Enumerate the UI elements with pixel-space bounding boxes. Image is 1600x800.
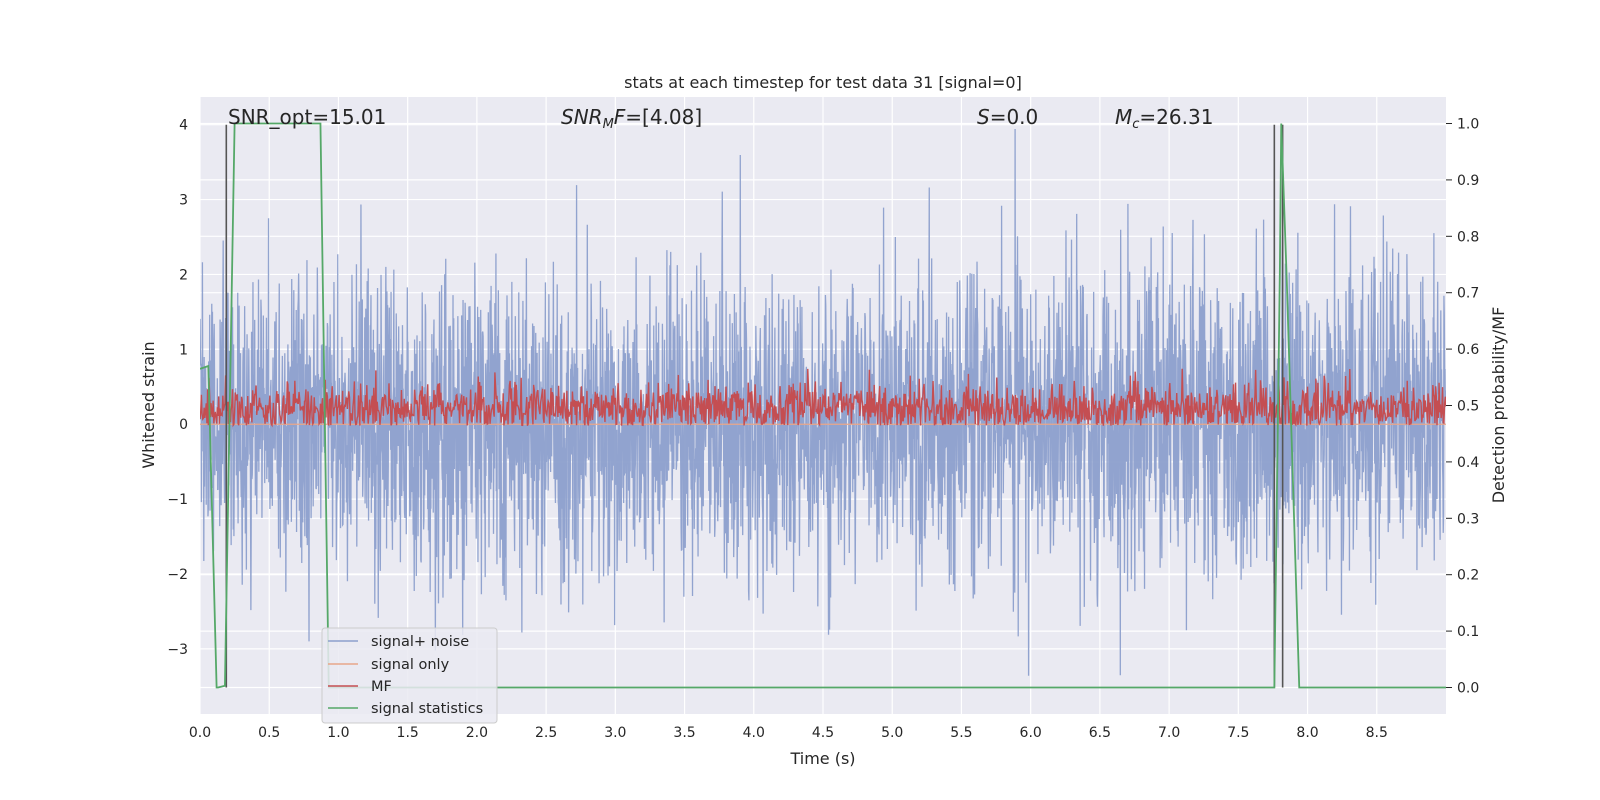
legend-frame xyxy=(321,627,498,724)
x-tick-label: 0.0 xyxy=(189,725,211,741)
y-right-tick-label: 0.3 xyxy=(1457,511,1479,527)
legend: signal+ noise signal only MF signal stat… xyxy=(321,627,498,724)
y-left-tick-label: 1 xyxy=(179,342,188,358)
y-right-tick-label: 0.2 xyxy=(1457,568,1479,584)
y-right-tick-label: 0.6 xyxy=(1457,342,1479,358)
y-left-tick-label: −1 xyxy=(167,492,188,508)
annotation-snr-mf: SNRMF=[4.08] xyxy=(561,105,702,132)
x-tick-label: 1.5 xyxy=(397,725,419,741)
x-tick-label: 4.0 xyxy=(743,725,765,741)
legend-entry-signal-statistics: signal statistics xyxy=(328,701,483,717)
y-axis-label-right: Detection probability/MF xyxy=(1489,307,1508,504)
y-right-tick-label: 0.4 xyxy=(1457,455,1479,471)
data-layer xyxy=(200,122,1446,689)
legend-label-signal-noise: signal+ noise xyxy=(371,634,469,650)
x-tick-label: 2.0 xyxy=(466,725,488,741)
y-left-tick-label: 0 xyxy=(179,417,188,433)
x-tick-label: 6.0 xyxy=(1020,725,1042,741)
y-left-tick-label: 3 xyxy=(179,193,188,209)
legend-label-signal-statistics: signal statistics xyxy=(371,701,483,717)
y-left-tick-label: 2 xyxy=(179,267,188,283)
y-right-tick-label: 0.7 xyxy=(1457,286,1479,302)
annotation-mc: Mc=26.31 xyxy=(1115,105,1213,132)
x-tick-label: 5.5 xyxy=(950,725,972,741)
x-tick-label: 1.0 xyxy=(327,725,349,741)
y-right-tick-label: 0.9 xyxy=(1457,173,1479,189)
annotation-s: S=0.0 xyxy=(977,105,1038,129)
legend-entry-signal-only: signal only xyxy=(328,657,450,673)
x-tick-label: 5.0 xyxy=(881,725,903,741)
y-left-tick-label: −3 xyxy=(167,642,188,658)
chart-title: stats at each timestep for test data 31 … xyxy=(624,73,1022,92)
x-tick-label: 8.0 xyxy=(1296,725,1318,741)
annotation-snr-opt: SNR_opt=15.01 xyxy=(228,105,386,129)
ticks: 0.0 0.5 1.0 1.5 2.0 2.5 3.0 3.5 4.0 4.5 5.0 5.5 6.0 6… xyxy=(167,117,1479,741)
y-left-tick-label: −2 xyxy=(167,567,188,583)
x-tick-label: 7.0 xyxy=(1158,725,1180,741)
y-right-tick-label: 0.5 xyxy=(1457,399,1479,415)
series-signal-noise xyxy=(200,128,1446,676)
x-tick-label: 3.5 xyxy=(673,725,695,741)
x-tick-label: 2.5 xyxy=(535,725,557,741)
legend-label-mf: MF xyxy=(371,679,392,695)
legend-entry-signal-noise: signal+ noise xyxy=(328,634,469,650)
x-tick-label: 0.5 xyxy=(258,725,280,741)
y-right-tick-label: 0.1 xyxy=(1457,624,1479,640)
y-right-tick-label: 1.0 xyxy=(1457,117,1479,133)
x-axis-label: Time (s) xyxy=(789,749,855,768)
y-right-tick-label: 0.0 xyxy=(1457,680,1479,696)
x-tick-label: 3.0 xyxy=(604,725,626,741)
x-tick-label: 7.5 xyxy=(1227,725,1249,741)
y-axis-label-left: Whitened strain xyxy=(139,341,158,468)
legend-entry-mf: MF xyxy=(328,679,392,695)
y-left-tick-label: 4 xyxy=(179,118,188,134)
x-tick-label: 4.5 xyxy=(812,725,834,741)
x-tick-label: 6.5 xyxy=(1089,725,1111,741)
y-right-tick-label: 0.8 xyxy=(1457,229,1479,245)
legend-label-signal-only: signal only xyxy=(371,657,450,673)
x-tick-label: 8.5 xyxy=(1366,725,1388,741)
series-mf xyxy=(200,368,1446,428)
series-signal-statistics xyxy=(200,122,1446,689)
